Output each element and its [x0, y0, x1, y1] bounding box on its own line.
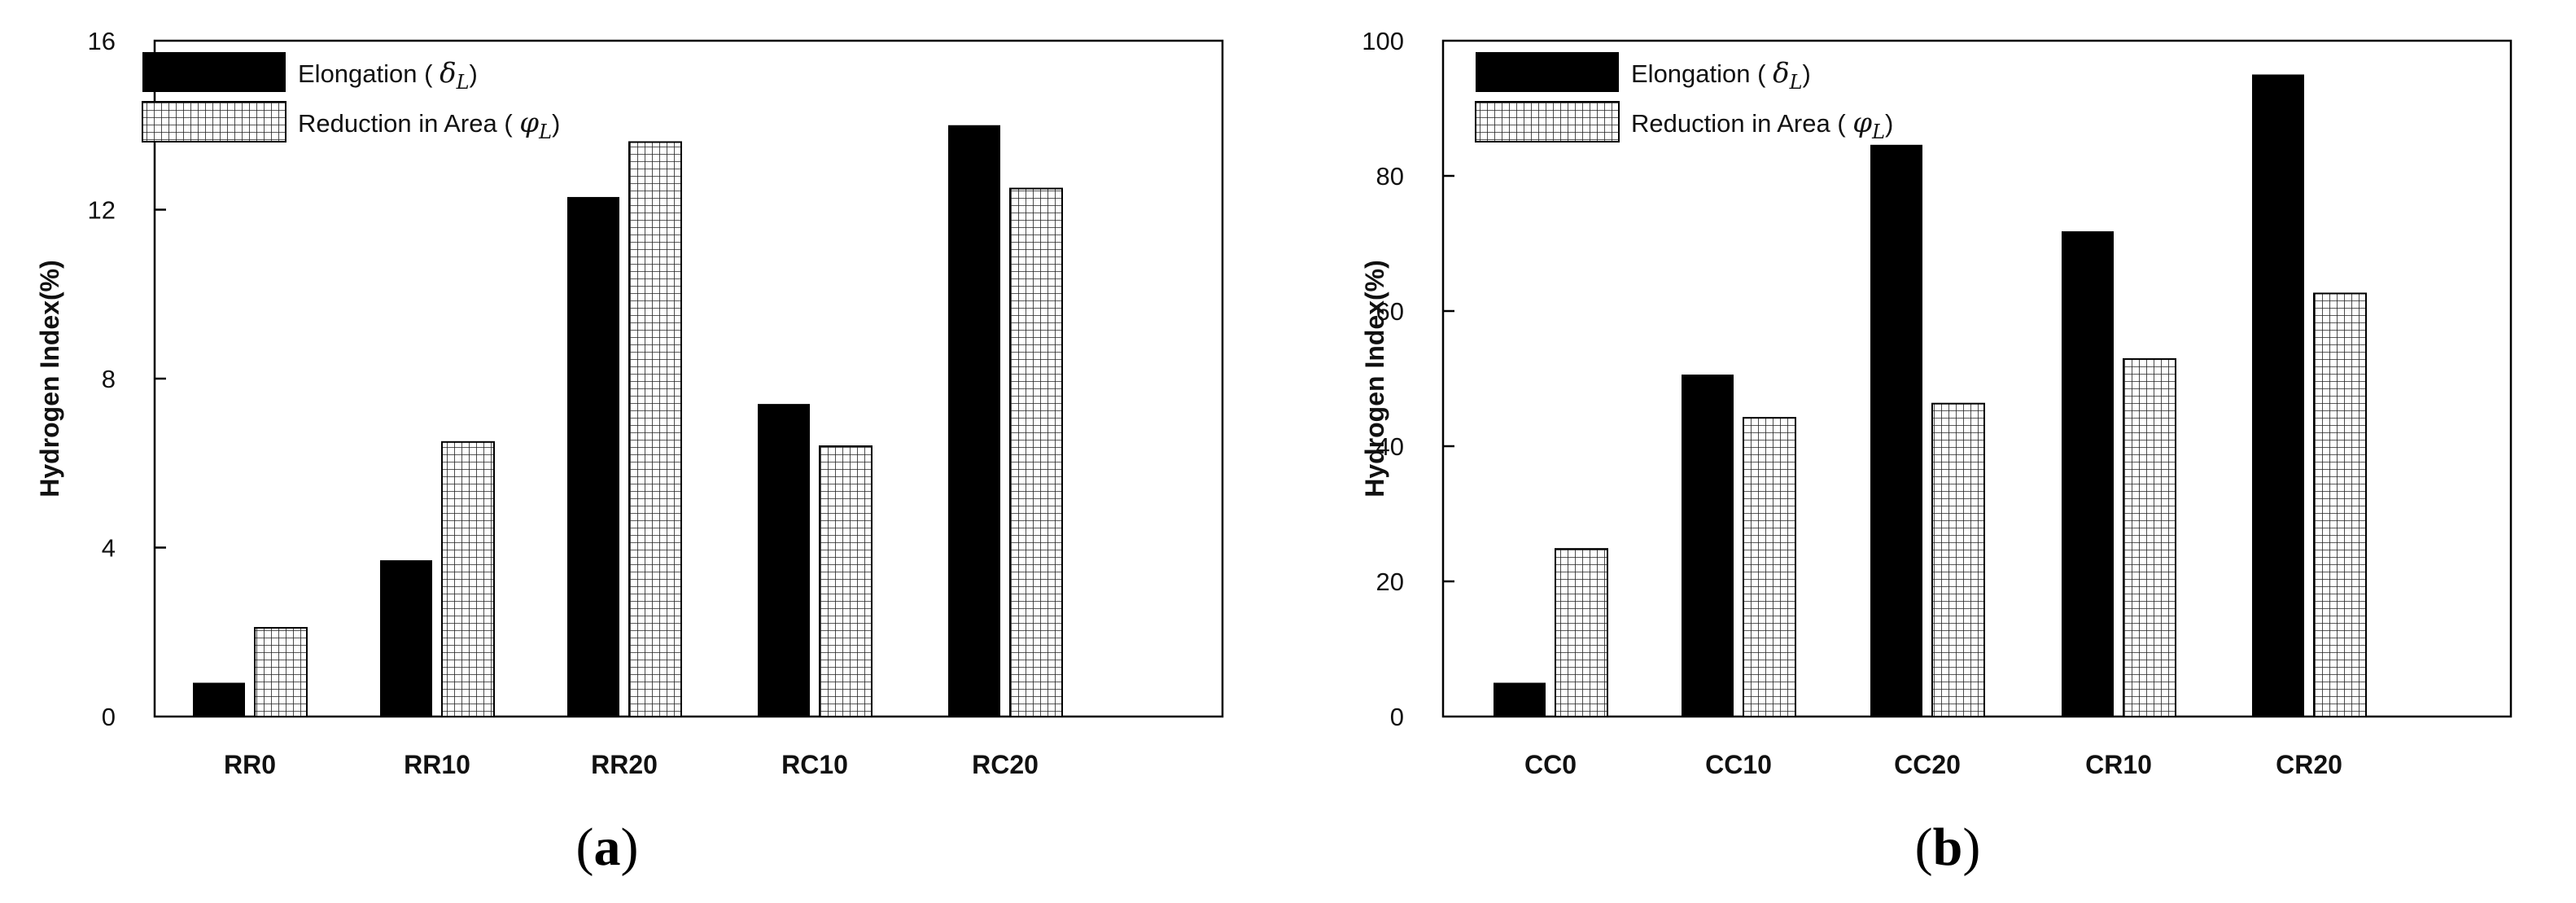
y-tick-label-b-3: 60	[1376, 297, 1404, 326]
caption-a: (a)	[576, 818, 639, 877]
x-axis-a: RR0 RR10 RR20 RC10 RC20	[224, 750, 1039, 779]
bar-a-rr10-reduction	[441, 441, 495, 717]
bar-a-rc10-elongation	[758, 404, 810, 717]
chart-panel-b: 0 20 40 60 80 100 CC0 CC10 CC20 CR10 CR20 Hydroge…	[1360, 27, 2513, 877]
bar-b-cr20-elongation	[2252, 74, 2304, 717]
x-tick-label-b-cc10: CC10	[1705, 750, 1772, 779]
bar-b-cc10-reduction	[1743, 417, 1796, 717]
legend-swatch-reduction-a	[142, 101, 286, 142]
legend-swatch-elongation-b	[1476, 52, 1619, 92]
x-tick-label-a-rc10: RC10	[781, 750, 848, 779]
bar-a-rr0-elongation	[193, 682, 245, 717]
legend-label-reduction-b: Reduction in Area ( φL)	[1631, 107, 1893, 143]
y-axis-label-a: Hydrogen Index(%)	[35, 260, 64, 498]
y-tick-label-b-0: 0	[1390, 703, 1404, 731]
x-tick-label-a-rr10: RR10	[404, 750, 470, 779]
y-axis-b: 0 20 40 60 80 100	[1362, 27, 1454, 731]
bar-a-rc20-reduction	[1009, 187, 1063, 717]
y-tick-label-a-4: 16	[88, 27, 116, 55]
legend-swatch-reduction-b	[1475, 101, 1620, 142]
y-tick-label-b-2: 40	[1376, 432, 1404, 461]
legend-a: Elongation ( δL) Reduction in Area ( φL)	[142, 52, 560, 143]
caption-b: (b)	[1915, 818, 1981, 877]
y-tick-label-a-1: 4	[102, 534, 116, 563]
x-tick-label-a-rc20: RC20	[972, 750, 1039, 779]
bar-b-cr10-elongation	[2062, 231, 2114, 717]
bar-b-cc20-elongation	[1870, 144, 1922, 717]
bar-a-rr10-elongation	[380, 560, 432, 717]
y-tick-label-b-5: 100	[1362, 27, 1404, 55]
y-tick-label-a-2: 8	[102, 365, 116, 393]
y-axis-label-b: Hydrogen Index(%)	[1360, 260, 1389, 498]
x-tick-label-a-rr20: RR20	[591, 750, 658, 779]
y-tick-label-b-1: 20	[1376, 568, 1404, 596]
y-tick-label-a-0: 0	[102, 703, 116, 731]
legend-swatch-elongation-a	[142, 52, 286, 92]
bar-b-cr20-reduction	[2313, 292, 2367, 718]
bar-a-rr20-reduction	[628, 141, 682, 717]
chart-panel-a: 0 4 8 12 16 RR0 RR10 RR20 RC10 RC20 Hydrogen Ind…	[35, 27, 1224, 877]
bar-b-cc0-elongation	[1494, 682, 1546, 717]
bar-a-rc20-elongation	[948, 125, 1000, 717]
x-tick-label-a-rr0: RR0	[224, 750, 276, 779]
x-tick-label-b-cr20: CR20	[2276, 750, 2342, 779]
x-axis-b: CC0 CC10 CC20 CR10 CR20	[1524, 750, 2342, 779]
bar-b-cc10-elongation	[1682, 375, 1734, 717]
bar-a-rc10-reduction	[819, 445, 873, 717]
x-tick-label-b-cr10: CR10	[2085, 750, 2152, 779]
bar-a-rr0-reduction	[254, 627, 308, 717]
y-tick-label-b-4: 80	[1376, 162, 1404, 191]
bar-b-cr10-reduction	[2123, 357, 2176, 717]
bars-a	[193, 125, 1063, 717]
bar-b-cc0-reduction	[1555, 548, 1608, 717]
legend-label-reduction-a: Reduction in Area ( φL)	[298, 107, 560, 143]
y-tick-label-a-3: 12	[88, 196, 116, 225]
bar-b-cc20-reduction	[1931, 402, 1985, 717]
bar-a-rr20-elongation	[567, 196, 619, 717]
legend-label-elongation-a: Elongation ( δL)	[298, 57, 478, 94]
legend-label-elongation-b: Elongation ( δL)	[1631, 57, 1811, 94]
bars-b	[1494, 74, 2367, 718]
y-axis-a: 0 4 8 12 16	[88, 27, 166, 731]
x-tick-label-b-cc0: CC0	[1524, 750, 1577, 779]
x-tick-label-b-cc20: CC20	[1894, 750, 1961, 779]
legend-b: Elongation ( δL) Reduction in Area ( φL)	[1475, 52, 1893, 143]
